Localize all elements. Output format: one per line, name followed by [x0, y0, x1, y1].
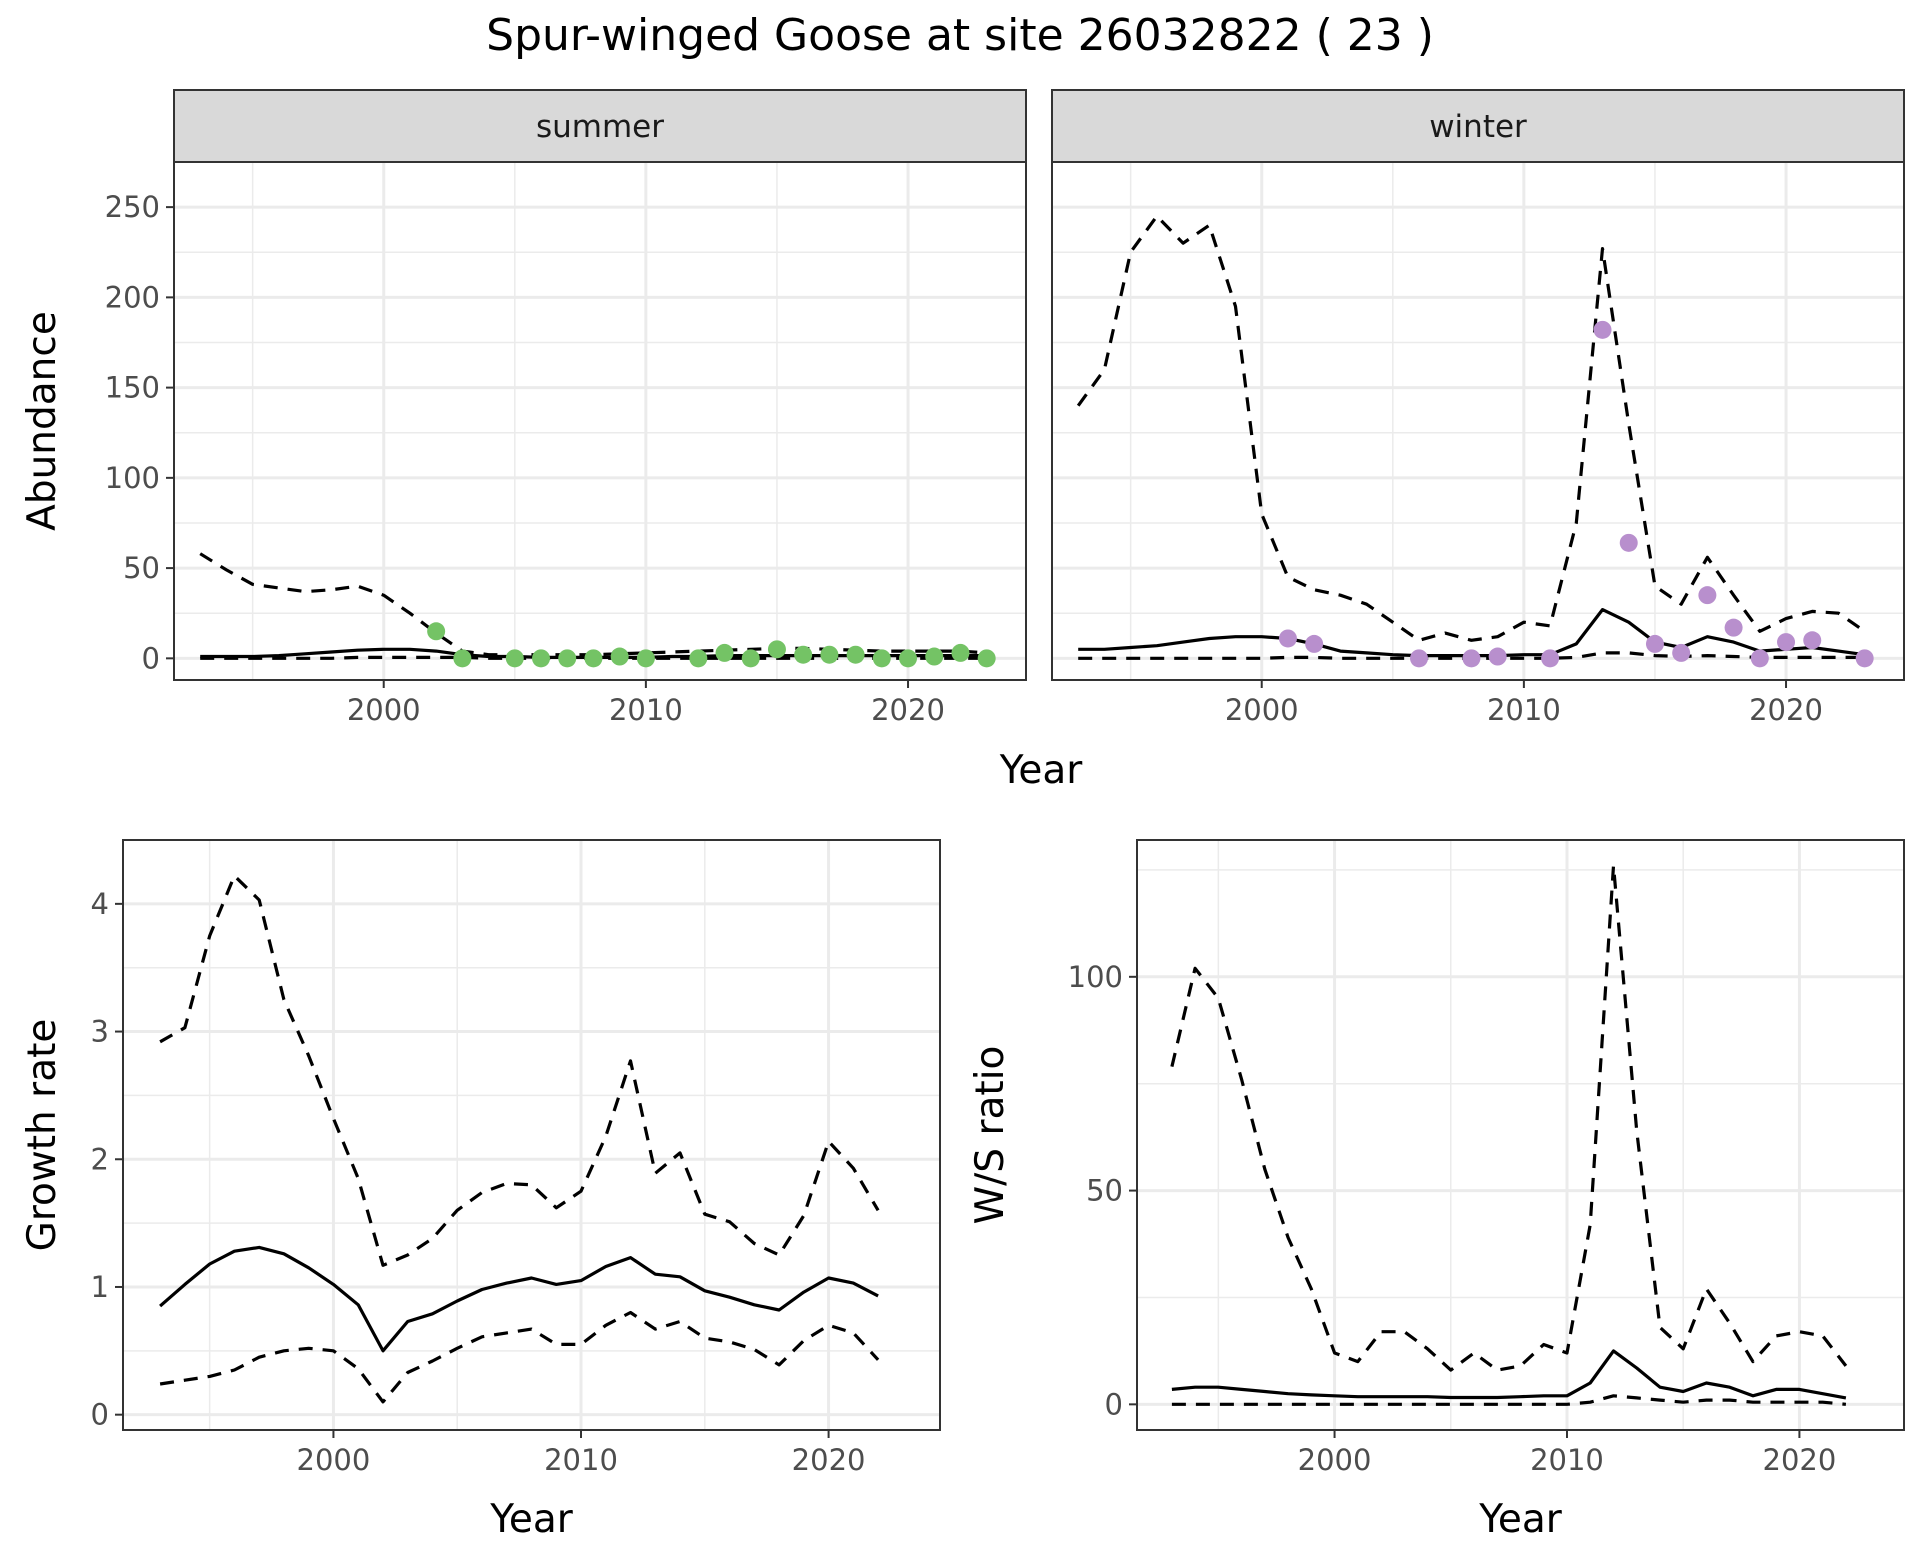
x-tick-label: 2000 — [297, 1443, 371, 1477]
panel-winter: winter 2000 2010 2020 — [1051, 89, 1905, 727]
y-tick-label: 0 — [91, 1398, 109, 1432]
data-point — [1672, 643, 1691, 662]
data-point — [453, 649, 472, 668]
series-line-upper — [1076, 214, 1866, 642]
plot-area — [1137, 840, 1904, 1430]
series-line-estimate — [159, 1245, 879, 1353]
y-axis-title: Growth rate — [20, 1019, 65, 1252]
y-tick-label: 100 — [1068, 960, 1123, 994]
data-point — [951, 643, 970, 662]
data-point — [1410, 649, 1429, 668]
data-point — [1855, 649, 1874, 668]
y-tick-label: 100 — [105, 461, 160, 495]
x-tick-label: 2000 — [347, 693, 421, 727]
data-point — [636, 649, 655, 668]
data-point — [610, 647, 629, 666]
y-tick-label: 2 — [91, 1142, 109, 1176]
data-point — [715, 643, 734, 662]
series-line-estimate — [1171, 1349, 1847, 1400]
data-point — [846, 645, 865, 664]
x-tick-label: 2020 — [792, 1443, 866, 1477]
x-tick-label: 2000 — [1225, 693, 1299, 727]
x-tick-label: 2010 — [544, 1443, 618, 1477]
data-point — [767, 640, 786, 659]
data-point — [1724, 618, 1743, 637]
data-point — [794, 645, 813, 664]
y-tick-label: 50 — [1086, 1174, 1123, 1208]
data-point — [1645, 634, 1664, 653]
panel-growth-rate: 2000 2010 2020 0 1 2 3 4 Year Growth rate — [20, 839, 941, 1542]
data-point — [1619, 533, 1638, 552]
panel-w-s-ratio: 2000 2010 2020 0 50 100 Year W/S ratio — [968, 839, 1905, 1542]
y-tick-label: 250 — [105, 190, 160, 224]
data-point — [1698, 586, 1717, 605]
y-tick-label: 150 — [105, 371, 160, 405]
data-point — [532, 649, 551, 668]
figure-title: Spur-winged Goose at site 26032822 ( 23 … — [486, 10, 1434, 61]
x-tick-label: 2010 — [1487, 693, 1561, 727]
y-tick-label: 50 — [123, 551, 160, 585]
facet-strip-label: winter — [1429, 109, 1527, 145]
panel-summer: summer 2000 2010 2020 0 50 100 150 200 250 Abundan… — [20, 89, 1027, 727]
y-tick-label: 1 — [91, 1270, 109, 1304]
y-tick-label: 0 — [142, 641, 160, 675]
data-point — [505, 649, 524, 668]
y-axis-title: W/S ratio — [968, 1046, 1013, 1225]
data-point — [1541, 649, 1560, 668]
facet-strip — [173, 89, 1027, 163]
data-point — [872, 649, 891, 668]
x-tick-label: 2020 — [871, 693, 945, 727]
series-line-upper — [1170, 864, 1848, 1372]
plot-area — [1052, 162, 1904, 680]
facet-strip-label: summer — [536, 109, 664, 145]
y-tick-label: 200 — [105, 280, 160, 314]
data-point — [1803, 631, 1822, 650]
plot-area — [123, 840, 940, 1430]
plot-area — [174, 162, 1026, 680]
data-point — [584, 649, 603, 668]
data-point — [1278, 629, 1297, 648]
x-axis-title: Year — [489, 1497, 574, 1542]
y-tick-label: 0 — [1105, 1387, 1123, 1421]
x-tick-label: 2020 — [1763, 1443, 1837, 1477]
x-tick-label: 2020 — [1749, 693, 1823, 727]
data-point — [558, 649, 577, 668]
data-point — [1593, 320, 1612, 339]
x-tick-label: 2000 — [1298, 1443, 1372, 1477]
panel-border — [122, 839, 941, 1431]
y-tick-label: 4 — [91, 887, 109, 921]
panel-border — [1136, 839, 1905, 1431]
series-line-upper — [159, 874, 880, 1267]
x-tick-label: 2010 — [1530, 1443, 1604, 1477]
series-line-lower — [159, 1310, 880, 1404]
data-point — [1305, 634, 1324, 653]
data-point — [1488, 647, 1507, 666]
facet-strip — [1051, 89, 1905, 163]
data-point — [1777, 633, 1796, 652]
data-point — [899, 649, 918, 668]
y-axis-title: Abundance — [20, 311, 65, 531]
abundance-x-axis-title: Year — [999, 748, 1084, 793]
data-point — [689, 649, 708, 668]
data-point — [820, 645, 839, 664]
series-line-lower — [1171, 1394, 1847, 1406]
x-tick-label: 2010 — [609, 693, 683, 727]
data-point — [1462, 649, 1481, 668]
y-tick-label: 3 — [91, 1015, 109, 1049]
data-point — [925, 647, 944, 666]
data-point — [427, 622, 446, 641]
x-axis-title: Year — [1478, 1497, 1563, 1542]
data-point — [1750, 649, 1769, 668]
data-point — [741, 649, 760, 668]
data-point — [977, 649, 996, 668]
